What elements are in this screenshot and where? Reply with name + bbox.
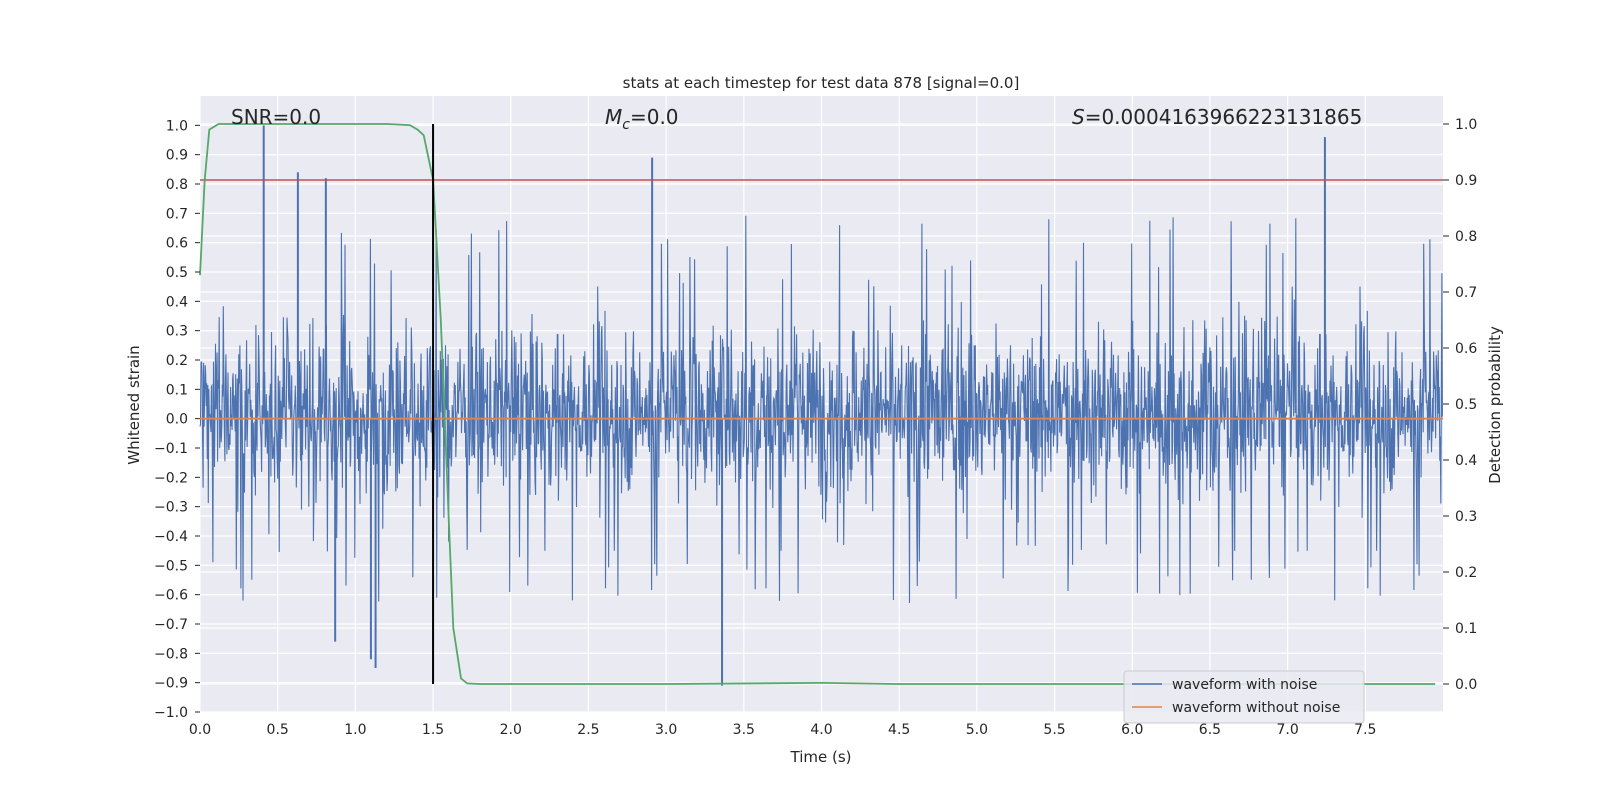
s-annotation: S=0.0004163966223131865: [1072, 105, 1362, 129]
y2-tick-label: 0.5: [1455, 397, 1477, 413]
y2-tick-label: 0.0: [1455, 677, 1477, 693]
lines-layer: [199, 123, 1443, 685]
y-tick-label: 0.7: [166, 206, 188, 222]
x-tick-label: 2.0: [500, 722, 522, 738]
y-tick-label: −1.0: [154, 705, 188, 721]
x-tick-label: 7.0: [1276, 722, 1298, 738]
y-tick-label: 0.0: [166, 412, 188, 428]
y-tick-label: 0.5: [166, 265, 188, 281]
x-tick-label: 2.5: [577, 722, 599, 738]
y-tick-label: −0.8: [154, 646, 188, 662]
y2-tick-label: 0.9: [1455, 173, 1477, 189]
y-tick-label: −0.9: [154, 676, 188, 692]
y-tick-label: 0.2: [166, 353, 188, 369]
y-tick-label: −0.1: [154, 441, 188, 457]
y-axis-label: Whitened strain: [125, 345, 143, 464]
legend-box: [1123, 670, 1365, 724]
y2-tick-label: 0.6: [1455, 341, 1477, 357]
y-tick-label: 0.9: [166, 148, 188, 164]
y2-tick-label: 0.8: [1455, 229, 1477, 245]
chart-title: stats at each timestep for test data 878…: [623, 74, 1020, 92]
x-tick-label: 7.5: [1354, 722, 1376, 738]
y-tick-label: −0.3: [154, 500, 188, 516]
y2-tick-label: 1.0: [1455, 117, 1477, 133]
detection-probability-line: [199, 123, 1436, 685]
x-tick-label: 6.0: [1121, 722, 1143, 738]
x-tick-label: 6.5: [1199, 722, 1221, 738]
y2-tick-label: 0.3: [1455, 509, 1477, 525]
y-tick-label: −0.2: [154, 470, 188, 486]
y2-tick-label: 0.4: [1455, 453, 1477, 469]
y-tick-label: 0.1: [166, 382, 188, 398]
x-tick-label: 1.5: [422, 722, 444, 738]
x-tick-label: 5.0: [966, 722, 988, 738]
y-tick-label: −0.7: [154, 617, 188, 633]
mc-value: =0.0: [630, 105, 679, 129]
x-tick-label: 3.0: [655, 722, 677, 738]
waveform-with-noise-layer: [199, 125, 1443, 686]
x-tick-label: 1.0: [344, 722, 366, 738]
axes: 0.0 0.5 1.0 1.5 2.0 2.5 3.0 3.5 4.0 4.5 5.0 5.5 6.0 6…: [154, 117, 1477, 738]
y-tick-label: −0.5: [154, 558, 188, 574]
y-tick-label: −0.4: [154, 529, 188, 545]
y2-tick-label: 0.7: [1455, 285, 1477, 301]
waveform-with-noise-line: [199, 215, 1443, 604]
y-tick-label: −0.6: [154, 588, 188, 604]
y2-tick-label: 0.1: [1455, 621, 1477, 637]
x-tick-label: 4.5: [888, 722, 910, 738]
s-symbol: S: [1072, 105, 1085, 129]
s-value: =0.0004163966223131865: [1085, 105, 1363, 129]
mc-annotation: Mc=0.0: [605, 105, 679, 133]
y2-tick-label: 0.2: [1455, 565, 1477, 581]
mc-symbol: M: [605, 105, 622, 129]
x-tick-label: 4.0: [810, 722, 832, 738]
y-tick-label: 0.3: [166, 324, 188, 340]
mc-subscript: c: [622, 117, 630, 133]
x-tick-label: 0.0: [189, 722, 211, 738]
y-tick-label: 1.0: [166, 118, 188, 134]
y-tick-label: 0.6: [166, 236, 188, 252]
snr-annotation: SNR=0.0: [231, 105, 321, 129]
x-axis-label: Time (s): [790, 748, 852, 766]
y2-axis-label: Detection probability: [1486, 326, 1504, 484]
legend-label-clean: waveform without noise: [1172, 700, 1340, 716]
y-tick-label: 0.8: [166, 177, 188, 193]
y-tick-label: 0.4: [166, 294, 188, 310]
x-tick-label: 5.5: [1043, 722, 1065, 738]
legend-label-noise: waveform with noise: [1172, 677, 1317, 693]
x-tick-label: 0.5: [267, 722, 289, 738]
legend: waveform with noise waveform without noi…: [1123, 670, 1365, 724]
x-tick-label: 3.5: [733, 722, 755, 738]
